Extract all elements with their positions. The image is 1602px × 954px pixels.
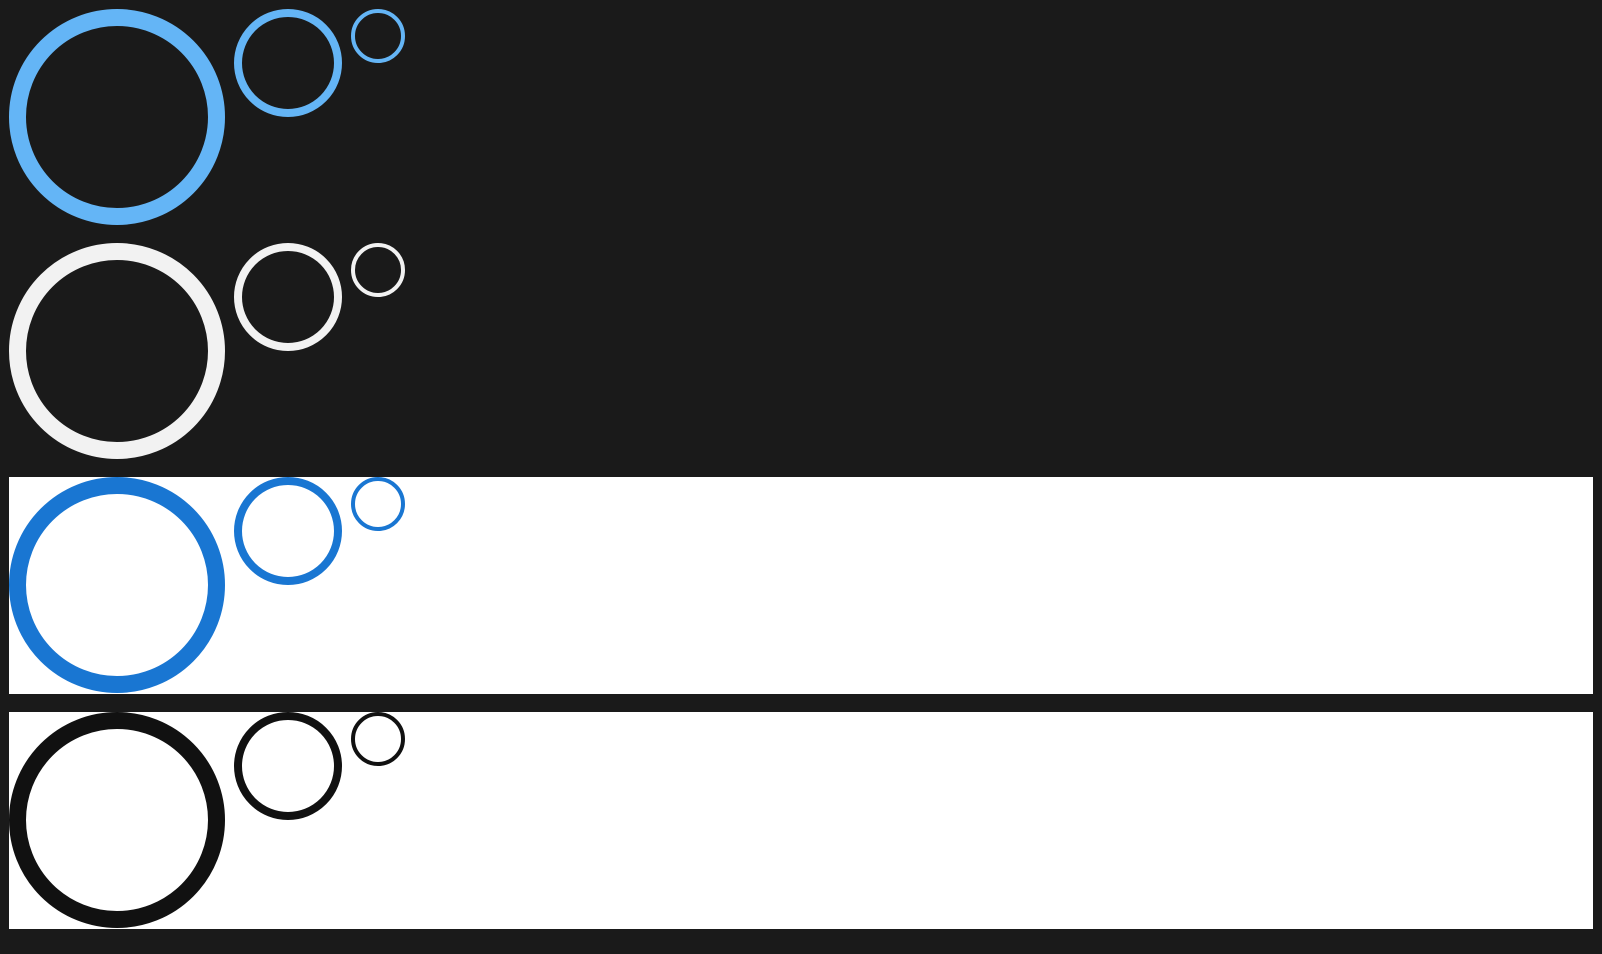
ring-row-light-neutral [9,712,1593,929]
progress-ring-small [351,243,405,297]
ring-row-dark-accent [9,9,1593,226]
progress-ring-medium [234,712,342,820]
progress-ring-large [9,243,225,459]
progress-ring-small [351,477,405,531]
ring-row-dark-neutral [9,243,1593,460]
progress-ring-large [9,477,225,693]
progress-ring-small [351,9,405,63]
progress-ring-medium [234,477,342,585]
progress-ring-small [351,712,405,766]
ring-row-light-accent [9,477,1593,694]
progress-ring-medium [234,243,342,351]
progress-ring-large [9,9,225,225]
progress-ring-medium [234,9,342,117]
progress-ring-large [9,712,225,928]
